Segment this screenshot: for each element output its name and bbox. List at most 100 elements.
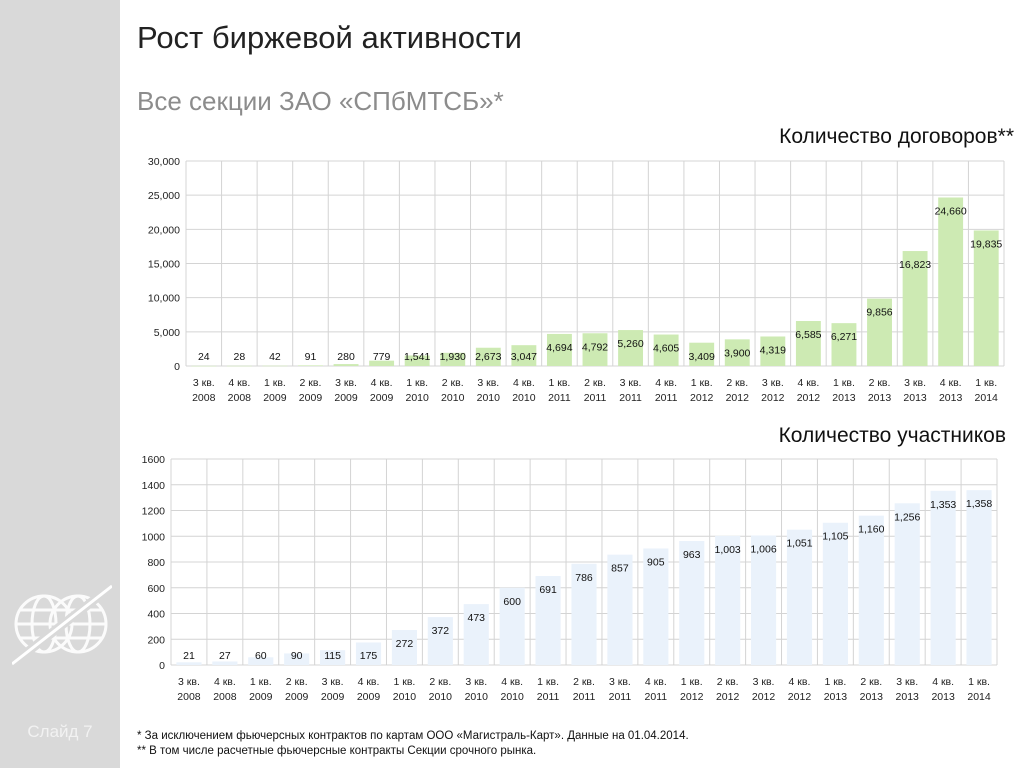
participants-data-label: 786 xyxy=(575,572,593,584)
contracts-x-tick-label: 1 кв. 2012 xyxy=(690,377,714,404)
contracts-data-label: 91 xyxy=(305,351,317,363)
participants-x-tick-label: 2 кв. 2011 xyxy=(573,676,596,703)
contracts-bar xyxy=(973,230,999,366)
contracts-bar xyxy=(760,336,786,366)
contracts-y-tick-label: 0 xyxy=(174,361,180,373)
participants-y-tick-label: 1400 xyxy=(142,480,166,492)
contracts-x-tick-label: 3 кв. 2010 xyxy=(477,377,501,404)
participants-data-label: 115 xyxy=(324,650,341,662)
participants-data-label: 1,256 xyxy=(894,511,920,523)
participants-data-label: 1,353 xyxy=(930,499,956,511)
contracts-bar xyxy=(226,365,252,367)
participants-x-tick-label: 4 кв. 2009 xyxy=(357,676,381,703)
participants-x-tick-label: 4 кв. 2012 xyxy=(788,676,812,703)
contracts-bar xyxy=(191,365,217,367)
participants-x-tick-label: 1 кв. 2011 xyxy=(537,676,560,703)
contracts-bar xyxy=(404,355,430,366)
participants-bar xyxy=(176,662,202,665)
contracts-x-tick-label: 2 кв. 2010 xyxy=(441,377,465,404)
participants-data-label: 1,105 xyxy=(822,531,848,543)
participants-y-tick-label: 800 xyxy=(147,557,165,569)
contracts-x-tick-label: 2 кв. 2013 xyxy=(868,377,892,404)
participants-y-tick-label: 1600 xyxy=(142,454,166,466)
participants-x-tick-label: 2 кв. 2010 xyxy=(429,676,453,703)
slide-number: Слайд 7 xyxy=(27,722,93,741)
contracts-bar xyxy=(831,323,857,366)
contracts-data-label: 779 xyxy=(373,351,391,363)
participants-y-tick-label: 400 xyxy=(147,609,165,621)
participants-bar xyxy=(786,529,813,665)
contracts-data-label: 24,660 xyxy=(935,205,967,217)
participants-x-tick-label: 3 кв. 2008 xyxy=(177,676,201,703)
participants-bar xyxy=(715,535,741,665)
participants-bar xyxy=(966,490,992,665)
contracts-data-label: 28 xyxy=(234,351,246,363)
contracts-bar xyxy=(582,333,608,366)
contracts-data-label: 1,930 xyxy=(440,351,466,363)
contracts-data-label: 3,047 xyxy=(511,351,537,363)
contracts-data-label: 280 xyxy=(337,351,355,363)
contracts-bar xyxy=(333,364,359,366)
participants-x-tick-label: 3 кв. 2010 xyxy=(465,676,489,703)
participants-y-tick-label: 1000 xyxy=(142,531,166,543)
contracts-data-label: 42 xyxy=(269,351,281,363)
contracts-x-tick-label: 3 кв. 2013 xyxy=(903,377,927,404)
participants-x-tick-label: 4 кв. 2010 xyxy=(500,676,524,703)
contracts-x-tick-label: 1 кв. 2009 xyxy=(263,377,287,404)
contracts-bar xyxy=(724,339,750,366)
exchange-globe-logo xyxy=(12,582,112,668)
participants-chart-title: Количество участников xyxy=(778,424,1006,447)
contracts-data-label: 24 xyxy=(198,351,210,363)
contracts-bar xyxy=(546,333,572,366)
contracts-bar xyxy=(795,321,821,366)
contracts-y-tick-label: 15,000 xyxy=(148,259,180,271)
contracts-x-tick-label: 4 кв. 2012 xyxy=(797,377,821,404)
participants-x-tick-label: 3 кв. 2011 xyxy=(609,676,632,703)
contracts-y-tick-label: 25,000 xyxy=(148,190,180,202)
contracts-bar xyxy=(262,365,288,367)
participants-bar xyxy=(643,548,669,665)
participants-data-label: 272 xyxy=(396,638,414,650)
participants-x-tick-label: 2 кв. 2012 xyxy=(716,676,740,703)
participants-y-tick-label: 0 xyxy=(159,660,165,672)
participants-x-tick-label: 2 кв. 2009 xyxy=(285,676,309,703)
contracts-x-tick-label: 1 кв. 2011 xyxy=(548,377,571,404)
participants-bar xyxy=(750,535,777,665)
participants-data-label: 857 xyxy=(611,563,629,575)
contracts-data-label: 3,900 xyxy=(724,347,750,359)
contracts-x-tick-label: 2 кв. 2012 xyxy=(726,377,750,404)
contracts-bar xyxy=(475,347,501,366)
participants-y-tick-label: 1200 xyxy=(142,506,166,518)
contracts-y-tick-label: 30,000 xyxy=(148,156,180,168)
contracts-data-label: 4,319 xyxy=(760,344,786,356)
contracts-x-tick-label: 3 кв. 2008 xyxy=(192,377,216,404)
contracts-x-tick-label: 3 кв. 2011 xyxy=(619,377,642,404)
contracts-data-label: 4,605 xyxy=(653,343,679,355)
participants-bar xyxy=(858,515,884,665)
contracts-data-label: 16,823 xyxy=(899,259,931,271)
participants-x-tick-label: 1 кв. 2014 xyxy=(967,676,991,703)
footnote-exclusion: * За исключением фьючерсных контрактов п… xyxy=(137,730,689,742)
participants-bar xyxy=(930,490,956,665)
contracts-chart-title: Количество договоров** xyxy=(779,125,1014,148)
contracts-bar xyxy=(369,360,395,366)
participants-bar xyxy=(355,642,382,665)
participants-x-tick-label: 2 кв. 2013 xyxy=(860,676,884,703)
contracts-data-label: 9,856 xyxy=(866,307,892,319)
participants-x-tick-label: 4 кв. 2011 xyxy=(645,676,668,703)
contracts-bar xyxy=(618,330,644,366)
participants-x-tick-label: 4 кв. 2013 xyxy=(931,676,955,703)
participants-data-label: 600 xyxy=(503,596,521,608)
participants-data-label: 473 xyxy=(467,612,485,624)
participants-bar xyxy=(427,617,453,665)
contracts-data-label: 1,541 xyxy=(404,351,430,363)
contracts-x-tick-label: 4 кв. 2008 xyxy=(228,377,252,404)
participants-x-tick-label: 3 кв. 2013 xyxy=(896,676,920,703)
participants-data-label: 27 xyxy=(219,650,231,662)
participants-x-tick-label: 1 кв. 2012 xyxy=(680,676,704,703)
contracts-bar xyxy=(653,334,679,366)
participants-data-label: 963 xyxy=(683,549,701,561)
contracts-x-tick-label: 2 кв. 2009 xyxy=(299,377,323,404)
sidebar-panel: Слайд 7 xyxy=(0,0,120,768)
